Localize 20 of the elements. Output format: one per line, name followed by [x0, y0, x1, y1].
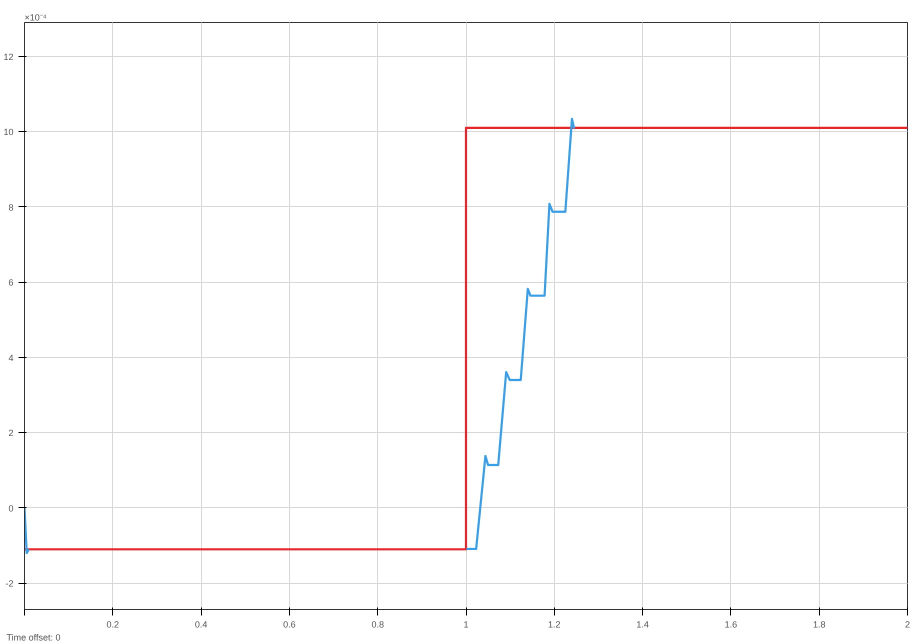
annotation: ×10⁻⁴: [24, 12, 47, 22]
y-tick-label: 4: [8, 352, 14, 363]
x-tick-label: 2: [904, 620, 910, 630]
y-tick-label: 2: [8, 428, 14, 438]
x-tick-label: 0.6: [283, 620, 296, 630]
text: Time offset: 0: [6, 632, 61, 642]
x-tick-label: 1: [463, 620, 469, 630]
y-tick-label: 10: [3, 127, 14, 138]
y-tick-label: 12: [3, 52, 14, 62]
y-tick-label: -2: [6, 578, 14, 589]
x-tick-label: 0.8: [371, 620, 384, 630]
x-tick-label: 1.6: [724, 620, 738, 630]
y-tick-label: 0: [8, 503, 14, 514]
x-tick-label: 1.4: [636, 620, 649, 630]
y-tick-label: 8: [8, 202, 14, 212]
x-tick-label: 1.2: [548, 620, 561, 630]
x-tick-label: 0.2: [106, 620, 120, 630]
x-tick-label: 0.4: [194, 620, 208, 630]
x-tick-label: 1.8: [812, 620, 826, 630]
y-tick-label: 6: [8, 278, 14, 288]
